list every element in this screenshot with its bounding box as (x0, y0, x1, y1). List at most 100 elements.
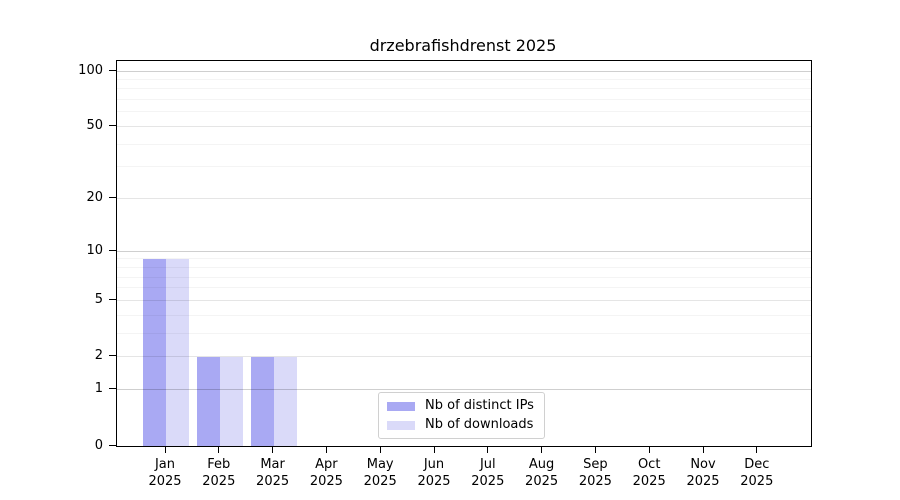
labeled-gridline-y-20 (117, 198, 811, 200)
x-tick-year-apr: 2025 (309, 474, 343, 489)
y-tick-label-2: 2 (94, 348, 103, 364)
y-tick-label-5: 5 (94, 291, 103, 307)
x-tick-month-nov: Nov (690, 457, 716, 472)
y-tick-label-20: 20 (86, 190, 103, 206)
minor-gridline-y-80 (117, 88, 811, 90)
x-tick-mark-aug (541, 446, 543, 453)
grid-layer (117, 61, 811, 446)
y-tick-label-10: 10 (86, 242, 103, 258)
bars-layer (117, 61, 811, 446)
x-tick-label-jan: Jan 2025 (135, 456, 195, 490)
x-tick-mark-oct (648, 446, 650, 453)
chart-title: drzebrafishdrenst 2025 (369, 36, 557, 55)
x-tick-mark-dec (756, 446, 758, 453)
minor-gridline-y-4 (117, 314, 811, 316)
x-tick-mark-apr (325, 446, 327, 453)
x-tick-month-sep: Sep (583, 457, 608, 472)
x-tick-year-may: 2025 (363, 474, 397, 489)
minor-gridline-y-8 (117, 266, 811, 268)
x-tick-month-dec: Dec (744, 457, 770, 472)
legend-label-downloads: Nb of downloads (425, 417, 534, 432)
x-tick-month-aug: Aug (528, 457, 555, 472)
y-tick-label-0: 0 (94, 437, 103, 453)
x-tick-label-mar: Mar 2025 (243, 456, 303, 490)
major-gridline-y-10 (117, 250, 811, 252)
labeled-gridline-y-5 (117, 299, 811, 301)
y-tick-mark-10 (109, 249, 116, 251)
x-tick-month-jan: Jan (154, 457, 176, 472)
minor-gridline-y-60 (117, 111, 811, 113)
x-tick-label-nov: Nov 2025 (673, 456, 733, 490)
x-tick-mark-jul (487, 446, 489, 453)
x-tick-label-apr: Apr 2025 (296, 456, 356, 490)
x-tick-label-feb: Feb 2025 (189, 456, 249, 490)
plot-area (116, 60, 812, 447)
x-tick-label-dec: Dec 2025 (727, 456, 787, 490)
bar-nb-of-downloads-mar (273, 356, 297, 446)
minor-gridline-y-90 (117, 78, 811, 80)
x-tick-year-jul: 2025 (471, 474, 505, 489)
x-tick-month-jun: Jun (423, 457, 445, 472)
y-tick-label-1: 1 (94, 381, 103, 397)
x-tick-label-jun: Jun 2025 (404, 456, 464, 490)
legend-item-downloads: Nb of downloads (387, 418, 534, 432)
y-tick-mark-1 (109, 388, 116, 390)
x-tick-mark-feb (218, 446, 220, 453)
y-tick-mark-0 (109, 444, 116, 446)
minor-gridline-y-30 (117, 166, 811, 168)
x-tick-year-mar: 2025 (256, 474, 290, 489)
x-tick-label-sep: Sep 2025 (565, 456, 625, 490)
x-tick-year-feb: 2025 (202, 474, 236, 489)
legend-item-distinct-ips: Nb of distinct IPs (387, 399, 534, 413)
x-tick-month-apr: Apr (315, 457, 338, 472)
bar-nb-of-downloads-feb (219, 356, 243, 446)
y-tick-label-100: 100 (78, 62, 103, 78)
x-tick-year-jan: 2025 (148, 474, 182, 489)
legend-label-distinct-ips: Nb of distinct IPs (425, 398, 534, 413)
minor-gridline-y-40 (117, 143, 811, 145)
minor-gridline-y-3 (117, 332, 811, 334)
legend-swatch-downloads (387, 420, 415, 430)
x-tick-mark-nov (702, 446, 704, 453)
labeled-gridline-y-50 (117, 126, 811, 128)
bar-nb-of-distinct-ips-feb (196, 356, 220, 446)
x-tick-year-oct: 2025 (632, 474, 666, 489)
x-tick-mark-mar (272, 446, 274, 453)
legend-swatch-distinct-ips (387, 401, 415, 411)
x-tick-mark-sep (594, 446, 596, 453)
minor-gridline-y-70 (117, 99, 811, 101)
x-tick-month-mar: Mar (260, 457, 285, 472)
labeled-gridline-y-2 (117, 356, 811, 358)
x-tick-month-may: May (366, 457, 394, 472)
x-tick-month-jul: Jul (479, 457, 496, 472)
y-tick-mark-20 (109, 197, 116, 199)
x-tick-year-sep: 2025 (578, 474, 612, 489)
x-tick-year-nov: 2025 (686, 474, 720, 489)
x-tick-mark-jan (164, 446, 166, 453)
bar-nb-of-distinct-ips-mar (250, 356, 274, 446)
legend: Nb of distinct IPs Nb of downloads (378, 392, 545, 439)
x-tick-year-aug: 2025 (525, 474, 559, 489)
x-tick-year-dec: 2025 (740, 474, 774, 489)
x-tick-label-oct: Oct 2025 (619, 456, 679, 490)
y-tick-mark-50 (109, 125, 116, 127)
x-tick-mark-may (379, 446, 381, 453)
x-tick-mark-jun (433, 446, 435, 453)
y-tick-mark-100 (109, 69, 116, 71)
minor-gridline-y-9 (117, 258, 811, 260)
major-gridline-y-100 (117, 70, 811, 72)
x-tick-year-jun: 2025 (417, 474, 451, 489)
bar-nb-of-downloads-jan (166, 258, 189, 446)
y-tick-label-50: 50 (86, 118, 103, 134)
x-tick-label-may: May 2025 (350, 456, 410, 490)
y-tick-mark-5 (109, 298, 116, 300)
x-tick-label-jul: Jul 2025 (458, 456, 518, 490)
major-gridline-y-1 (117, 389, 811, 391)
y-tick-mark-2 (109, 355, 116, 357)
minor-gridline-y-6 (117, 287, 811, 289)
bar-nb-of-distinct-ips-jan (143, 258, 166, 446)
x-tick-month-oct: Oct (637, 457, 661, 472)
x-tick-month-feb: Feb (207, 457, 231, 472)
x-tick-label-aug: Aug 2025 (512, 456, 572, 490)
